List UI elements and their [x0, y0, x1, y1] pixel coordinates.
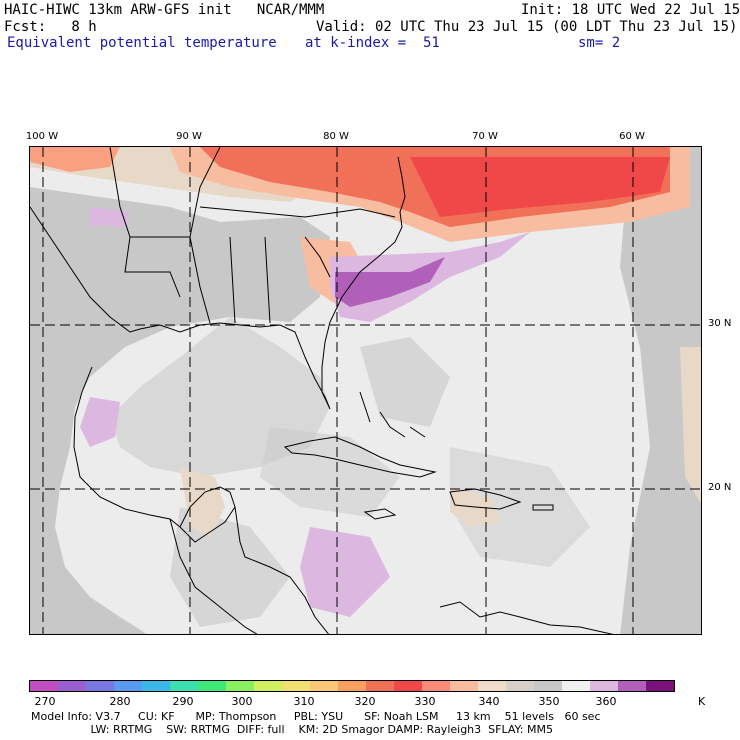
colorbar-swatch: [170, 681, 198, 691]
field-350k-regions: [30, 147, 701, 634]
init-time: Init: 18 UTC Wed 22 Jul 15: [521, 2, 740, 18]
model-title: HAIC-HIWC 13km ARW-GFS init NCAR/MMM: [4, 2, 325, 18]
valid-time: Valid: 02 UTC Thu 23 Jul 15 (00 LDT Thu …: [316, 19, 738, 35]
colorbar-swatch: [58, 681, 86, 691]
colorbar-label-350: 350: [538, 695, 560, 708]
field-370k-region: [335, 257, 445, 307]
field-name: Equivalent potential temperature: [7, 35, 277, 51]
model-info-line1: Model Info: V3.7 CU: KF MP: Thompson PBL…: [31, 710, 601, 723]
colorbar-swatch: [282, 681, 310, 691]
colorbar: [29, 680, 675, 692]
colorbar-swatch: [86, 681, 114, 691]
colorbar-swatch: [422, 681, 450, 691]
colorbar-swatch: [590, 681, 618, 691]
level-label: at k-index = 51: [305, 35, 440, 51]
colorbar-swatch: [142, 681, 170, 691]
lon-label-70w: 70 W: [472, 131, 498, 142]
lon-label-90w: 90 W: [176, 131, 202, 142]
colorbar-swatch: [226, 681, 254, 691]
smoothing-label: sm= 2: [578, 35, 621, 51]
colorbar-label-280: 280: [109, 695, 131, 708]
colorbar-swatch: [310, 681, 338, 691]
colorbar-label-310: 310: [293, 695, 315, 708]
colorbar-swatch: [534, 681, 562, 691]
colorbar-swatch: [114, 681, 142, 691]
colorbar-swatch: [366, 681, 394, 691]
colorbar-label-340: 340: [478, 695, 500, 708]
colorbar-swatch: [198, 681, 226, 691]
colorbar-label-320: 320: [354, 695, 376, 708]
lat-label-30n: 30 N: [708, 318, 732, 329]
lat-lon-gridlines: [30, 147, 701, 634]
colorbar-unit: K: [698, 695, 706, 708]
colorbar-swatch: [618, 681, 646, 691]
colorbar-swatch: [254, 681, 282, 691]
colorbar-swatch: [478, 681, 506, 691]
colorbar-swatch: [394, 681, 422, 691]
coastlines: [30, 147, 614, 634]
lon-label-80w: 80 W: [323, 131, 349, 142]
colorbar-label-360: 360: [595, 695, 617, 708]
model-info-line2: LW: RRTMG SW: RRTMG DIFF: full KM: 2D Sm…: [31, 723, 553, 736]
field-warm-regions: [30, 147, 690, 307]
colorbar-swatch: [646, 681, 674, 691]
forecast-hour: Fcst: 8 h: [4, 19, 97, 35]
theta-e-map: [29, 146, 702, 635]
colorbar-swatch: [506, 681, 534, 691]
colorbar-swatch: [30, 681, 58, 691]
lon-label-60w: 60 W: [619, 131, 645, 142]
lat-label-20n: 20 N: [708, 482, 732, 493]
colorbar-label-300: 300: [231, 695, 253, 708]
colorbar-label-290: 290: [172, 695, 194, 708]
map-canvas: [30, 147, 701, 634]
colorbar-label-330: 330: [414, 695, 436, 708]
colorbar-label-270: 270: [34, 695, 56, 708]
colorbar-swatch: [450, 681, 478, 691]
lon-label-100w: 100 W: [25, 131, 59, 142]
colorbar-swatch: [338, 681, 366, 691]
colorbar-swatch: [562, 681, 590, 691]
